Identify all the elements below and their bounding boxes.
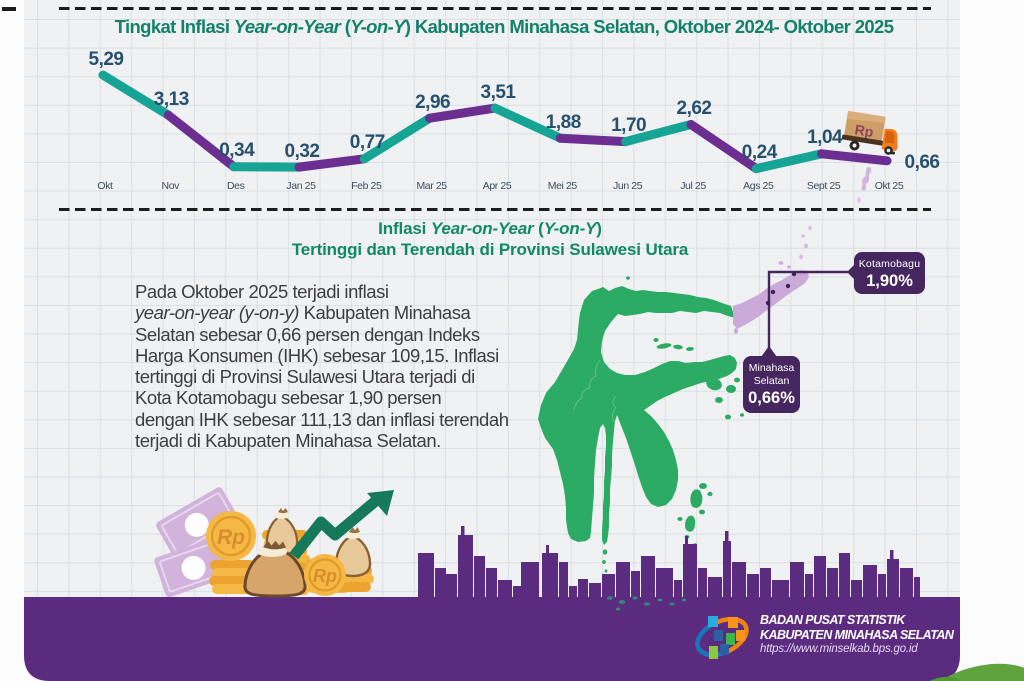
- svg-text:Rp: Rp: [854, 121, 875, 140]
- svg-text:Rp: Rp: [217, 526, 245, 549]
- svg-text:Rp: Rp: [313, 566, 337, 586]
